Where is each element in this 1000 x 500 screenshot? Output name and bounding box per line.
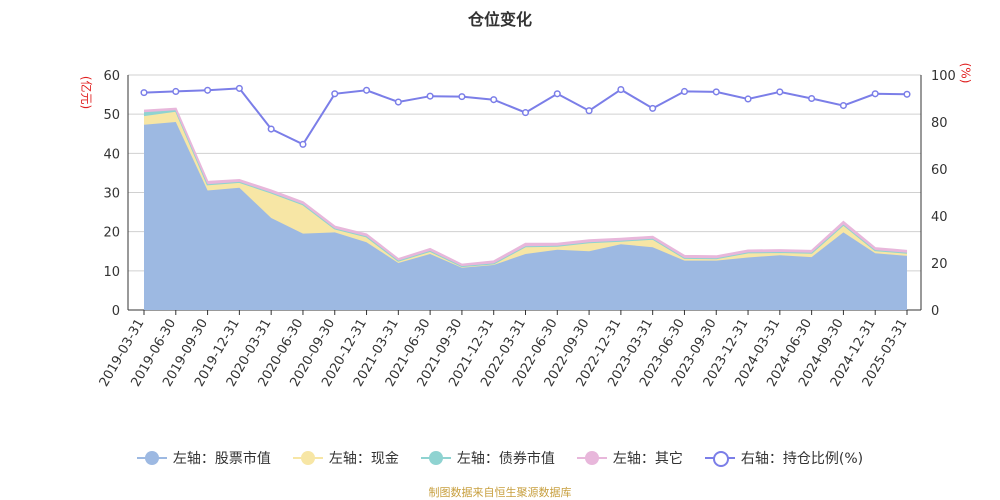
left-tick-label: 20 (103, 226, 120, 241)
area-左轴：股票市值 (144, 122, 907, 310)
ratio-point (649, 104, 657, 112)
ratio-point (808, 94, 816, 103)
ratio-point (839, 102, 847, 110)
ratio-point (871, 90, 879, 98)
ratio-point (776, 88, 784, 96)
left-tick-label: 0 (112, 304, 120, 319)
legend-cash-icon (292, 450, 323, 466)
ratio-point (235, 84, 243, 92)
ratio-point (712, 88, 720, 96)
ratio-point (362, 86, 371, 94)
legend-item-other[interactable]: 左轴：其它 (576, 448, 683, 468)
right-tick-label: 80 (931, 116, 948, 131)
legend-ratio-label: 右轴：持仓比例(%) (740, 451, 864, 467)
legend-bond-label: 左轴：债券市值 (456, 451, 555, 467)
left-tick-label: 40 (103, 147, 120, 162)
right-tick-label: 60 (931, 163, 948, 178)
left-tick-label: 30 (103, 187, 120, 202)
ratio-point (299, 140, 307, 148)
legend-stock-icon (136, 450, 167, 466)
ratio-point (267, 125, 275, 133)
ratio-point (680, 87, 689, 95)
legend-item-cash[interactable]: 左轴：现金 (292, 448, 399, 468)
data-source-note: 制图数据来自恒生聚源数据库 (428, 486, 572, 499)
ratio-point (394, 98, 402, 106)
ratio-point (490, 96, 498, 104)
legend-stock-label: 左轴：股票市值 (172, 451, 271, 467)
ratio-line (143, 87, 908, 146)
legend-cash-label: 左轴：现金 (328, 451, 399, 467)
right-tick-label: 40 (931, 210, 948, 225)
ratio-point (553, 90, 561, 98)
ratio-point (521, 109, 530, 117)
ratio-point (172, 87, 180, 95)
ratio-point (744, 95, 752, 103)
legend-item-bond[interactable]: 左轴：债券市值 (420, 448, 555, 468)
chart-title: 仓位变化 (467, 10, 532, 29)
chart-legend: 左轴：股票市值 左轴：现金 左轴：债券市值 左轴：其它 右轴：持仓比例(%) (0, 448, 1000, 468)
legend-item-ratio[interactable]: 右轴：持仓比例(%) (704, 448, 864, 468)
ratio-point (426, 92, 434, 100)
ratio-point (617, 86, 625, 94)
right-tick-label: 0 (931, 304, 939, 319)
right-tick-label: 20 (931, 257, 948, 272)
area-edge-左轴：其它 (143, 107, 908, 266)
ratio-point (204, 86, 212, 94)
right-tick-label: 100 (931, 69, 956, 84)
legend-ratio-icon (704, 450, 735, 467)
legend-other-icon (576, 450, 607, 466)
legend-other-label: 左轴：其它 (612, 451, 683, 467)
ratio-point (903, 90, 911, 98)
left-tick-label: 10 (103, 265, 120, 280)
ratio-point (331, 90, 339, 98)
ratio-point (140, 89, 148, 97)
left-tick-label: 60 (103, 69, 120, 84)
left-tick-label: 50 (103, 108, 120, 123)
legend-item-stock[interactable]: 左轴：股票市值 (136, 448, 271, 468)
legend-bond-icon (420, 450, 451, 466)
ratio-point (585, 107, 593, 115)
ratio-point (458, 93, 466, 101)
